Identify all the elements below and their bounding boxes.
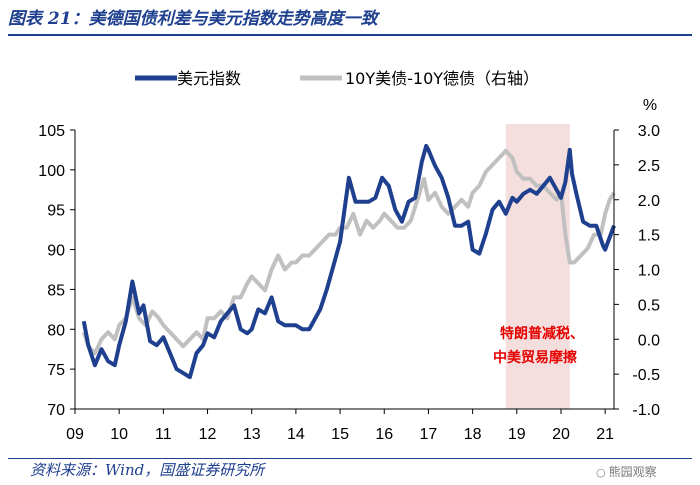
x-tick-label: 10: [110, 426, 128, 443]
title-divider: [8, 34, 692, 36]
left-tick-label: 80: [47, 322, 65, 339]
footer-divider: [8, 458, 692, 459]
left-axis-ticks: 70 75 80 85 90 95 100 105: [38, 123, 75, 419]
right-tick-label: 0.5: [638, 297, 660, 314]
left-tick-label: 85: [47, 282, 65, 299]
x-tick-label: 11: [155, 426, 172, 443]
x-tick-label: 14: [287, 426, 305, 443]
left-tick-label: 90: [47, 243, 65, 260]
annotation-line-2: 中美贸易摩擦: [493, 349, 577, 366]
x-tick-label: 19: [508, 426, 526, 443]
usd-index-line: [81, 143, 616, 380]
series-layer: [81, 143, 616, 380]
right-axis-ticks: -1.0 -0.5 0.0 0.5 1.0 1.5 2.0 2.5 3.0: [614, 123, 660, 419]
left-tick-label: 70: [47, 402, 65, 419]
left-tick-label: 105: [38, 123, 65, 140]
x-tick-label: 21: [596, 426, 614, 443]
legend: 美元指数 10Y美债-10Y德债（右轴）: [135, 69, 539, 88]
right-tick-label: -1.0: [632, 402, 660, 419]
watermark: ○ 熊园观察: [596, 463, 657, 480]
x-tick-label: 18: [464, 426, 482, 443]
right-axis-unit: %: [643, 97, 657, 114]
left-tick-label: 75: [47, 362, 65, 379]
x-tick-label: 15: [331, 426, 349, 443]
x-tick-label: 17: [420, 426, 438, 443]
right-tick-label: 1.0: [638, 263, 660, 280]
x-tick-label: 12: [199, 426, 217, 443]
x-tick-label: 20: [552, 426, 570, 443]
spread-line: [81, 148, 616, 356]
right-tick-label: -0.5: [632, 367, 660, 384]
x-tick-label: 09: [66, 426, 84, 443]
right-tick-label: 3.0: [638, 123, 660, 140]
right-tick-label: 2.0: [638, 193, 660, 210]
right-tick-label: 0.0: [638, 332, 660, 349]
wechat-icon: ○: [596, 466, 606, 479]
x-tick-label: 16: [375, 426, 393, 443]
x-tick-label: 13: [243, 426, 261, 443]
x-axis-ticks: 09 10 11 12 13 14 15 16 17 18 19 20 21: [66, 409, 614, 443]
left-tick-label: 100: [38, 163, 65, 180]
legend-label-usd: 美元指数: [177, 69, 241, 88]
legend-label-spread: 10Y美债-10Y德债（右轴）: [345, 69, 539, 88]
chart: 70 75 80 85 90 95 100 105 -1.0 -0.5 0.0 0.5 1.0 1.5 2…: [38, 69, 660, 443]
right-tick-label: 2.5: [638, 158, 660, 175]
right-tick-label: 1.5: [638, 228, 660, 245]
annotation-line-1: 特朗普减税、: [500, 325, 584, 342]
left-tick-label: 95: [47, 203, 65, 220]
source-note: 资料来源：Wind，国盛证券研究所: [30, 461, 265, 479]
figure-title: 图表 21：美德国债利差与美元指数走势高度一致: [8, 9, 378, 29]
watermark-text: 熊园观察: [608, 465, 657, 479]
